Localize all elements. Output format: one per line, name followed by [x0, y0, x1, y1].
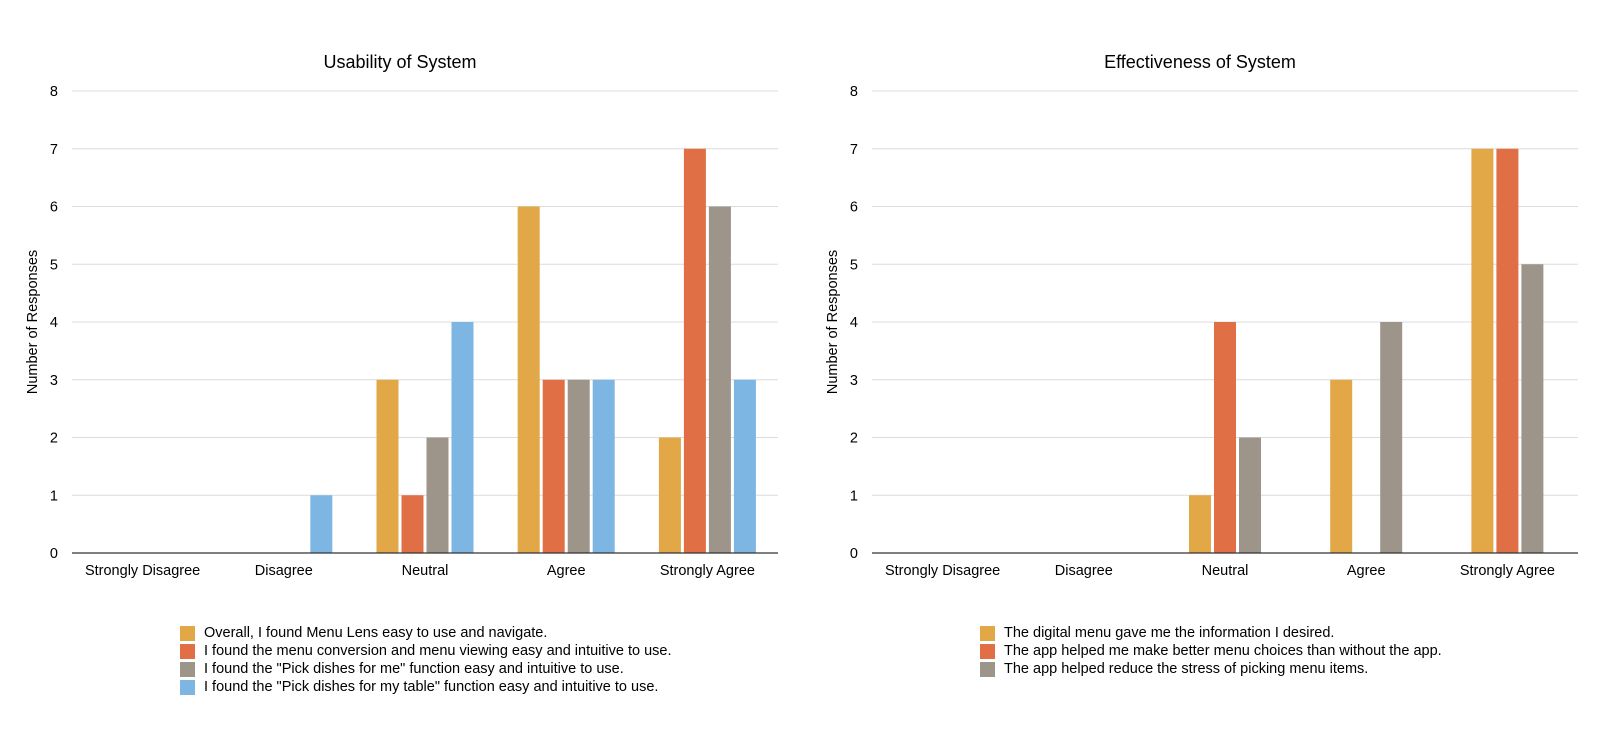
- x-tick-label: Strongly Agree: [660, 563, 755, 579]
- y-axis-label: Number of Responses: [25, 250, 41, 394]
- legend-swatch: [180, 679, 195, 695]
- y-tick-label: 3: [50, 373, 58, 389]
- bar: [1330, 379, 1353, 553]
- y-tick-label: 5: [850, 257, 858, 273]
- legend-label: The digital menu gave me the information…: [1004, 625, 1335, 641]
- y-tick-label: 8: [50, 84, 58, 100]
- legend-swatch: [980, 643, 995, 659]
- legend-label: The app helped me make better menu choic…: [1004, 643, 1442, 659]
- x-tick-label: Disagree: [255, 563, 313, 579]
- y-tick-label: 7: [50, 142, 58, 158]
- usability-legend: Overall, I found Menu Lens easy to use a…: [180, 624, 672, 696]
- y-tick-label: 8: [850, 84, 858, 100]
- y-tick-label: 7: [850, 142, 858, 158]
- legend-label: I found the "Pick dishes for my table" f…: [204, 679, 659, 695]
- y-tick-label: 0: [850, 546, 858, 562]
- bar: [1189, 495, 1211, 553]
- y-tick-label: 0: [50, 546, 58, 562]
- bar: [451, 322, 474, 553]
- y-tick-label: 4: [50, 315, 58, 331]
- bar: [592, 379, 615, 553]
- bar: [1471, 148, 1494, 553]
- x-tick-label: Agree: [1347, 563, 1386, 579]
- legend-item: I found the "Pick dishes for my table" f…: [180, 678, 672, 696]
- bar: [517, 206, 540, 553]
- x-tick-label: Strongly Agree: [1460, 563, 1555, 579]
- legend-swatch: [180, 625, 195, 641]
- y-tick-label: 1: [50, 488, 58, 504]
- legend-swatch: [980, 661, 995, 677]
- bar: [1380, 322, 1403, 553]
- usability-chart: Usability of System 0 1 2 3 4 5 6 7 8 Number of R…: [25, 52, 778, 696]
- y-tick-label: 5: [50, 257, 58, 273]
- x-tick-label: Strongly Disagree: [85, 563, 200, 579]
- legend-item: The app helped me make better menu choic…: [980, 642, 1442, 660]
- y-tick-label: 3: [850, 373, 858, 389]
- bar: [567, 379, 590, 553]
- legend-swatch: [980, 625, 995, 641]
- bar: [1496, 148, 1519, 553]
- x-tick-label: Disagree: [1055, 563, 1113, 579]
- bar: [401, 495, 424, 553]
- y-tick-label: 6: [850, 200, 858, 216]
- legend-item: I found the menu conversion and menu vie…: [180, 642, 672, 660]
- bar: [376, 379, 399, 553]
- y-axis-label: Number of Responses: [825, 250, 841, 394]
- legend-label: Overall, I found Menu Lens easy to use a…: [204, 625, 548, 641]
- bar: [542, 379, 565, 553]
- legend-label: The app helped reduce the stress of pick…: [1004, 661, 1369, 677]
- legend-label: I found the menu conversion and menu vie…: [204, 643, 672, 659]
- legend-item: Overall, I found Menu Lens easy to use a…: [180, 624, 672, 642]
- bar: [733, 379, 756, 553]
- legend-item: I found the "Pick dishes for me" functio…: [180, 660, 672, 678]
- y-tick-label: 4: [850, 315, 858, 331]
- x-tick-label: Agree: [547, 563, 586, 579]
- bar: [1214, 322, 1236, 553]
- bar: [426, 437, 449, 553]
- legend-item: The app helped reduce the stress of pick…: [980, 660, 1442, 678]
- x-tick-label: Neutral: [1202, 563, 1249, 579]
- legend-item: The digital menu gave me the information…: [980, 624, 1442, 642]
- y-tick-label: 2: [850, 431, 858, 447]
- bar: [708, 206, 731, 553]
- bar: [1239, 437, 1261, 553]
- legend-swatch: [180, 643, 195, 659]
- chart-title: Usability of System: [323, 52, 477, 72]
- chart-title: Effectiveness of System: [1104, 52, 1296, 72]
- x-tick-label: Neutral: [402, 563, 449, 579]
- bar: [658, 437, 681, 553]
- y-tick-label: 1: [850, 488, 858, 504]
- bar: [310, 495, 333, 553]
- legend-swatch: [180, 661, 195, 677]
- y-tick-label: 6: [50, 200, 58, 216]
- bar: [683, 148, 706, 553]
- y-tick-label: 2: [50, 431, 58, 447]
- effectiveness-legend: The digital menu gave me the information…: [980, 624, 1442, 678]
- effectiveness-plot: 0 1 2 3 4 5 6 7 8 Number of Responses Strongly Dis…: [825, 84, 1578, 579]
- bar: [1521, 264, 1544, 553]
- x-tick-label: Strongly Disagree: [885, 563, 1000, 579]
- effectiveness-chart: Effectiveness of System 0 1 2 3 4 5 6 7 8 Number …: [800, 0, 1600, 738]
- usability-plot: 0 1 2 3 4 5 6 7 8 Number of Responses Strongly Dis…: [25, 84, 778, 579]
- legend-label: I found the "Pick dishes for me" functio…: [204, 661, 624, 677]
